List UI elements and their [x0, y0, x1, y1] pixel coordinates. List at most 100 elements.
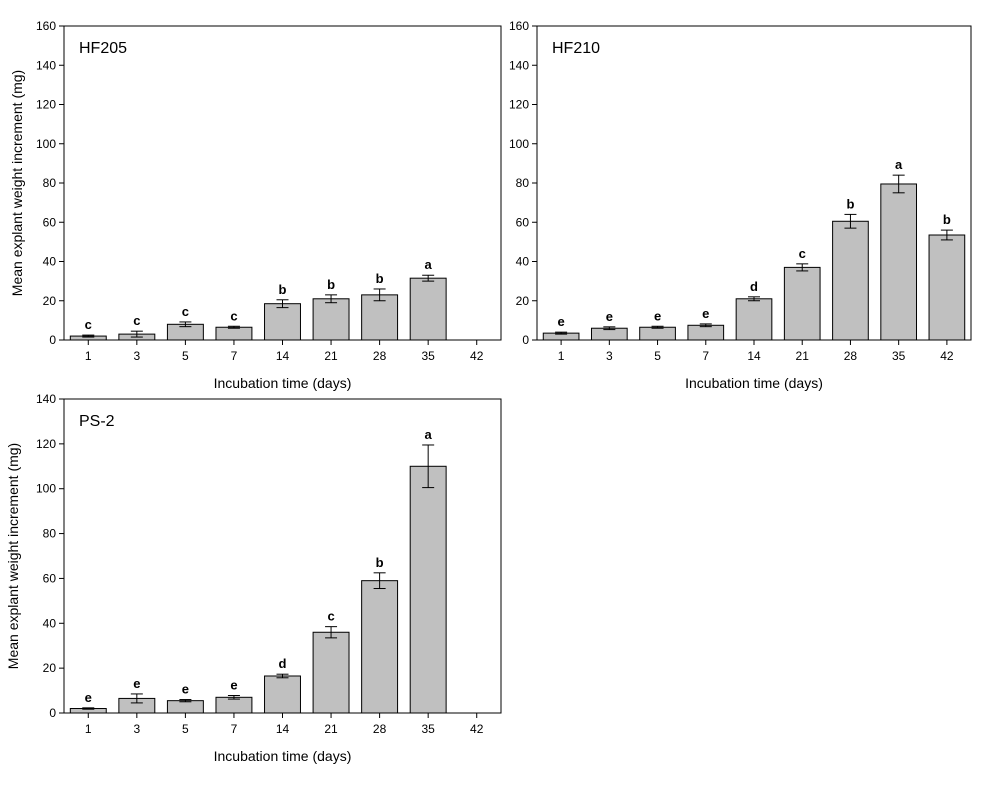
- significance-letter: e: [133, 676, 140, 691]
- panel-label: PS-2: [79, 413, 115, 430]
- significance-letter: e: [557, 314, 564, 329]
- significance-letter: e: [182, 682, 189, 697]
- significance-letter: b: [943, 212, 951, 227]
- significance-letter: b: [327, 277, 335, 292]
- x-tick-label: 42: [470, 349, 484, 363]
- x-tick-label: 3: [133, 349, 140, 363]
- y-tick-label: 60: [43, 571, 57, 585]
- y-tick-label: 80: [43, 527, 57, 541]
- y-tick-label: 120: [36, 437, 56, 451]
- y-tick-label: 100: [36, 137, 56, 151]
- x-tick-label: 14: [276, 722, 290, 736]
- bar: [166, 700, 204, 714]
- y-tick-label: 140: [509, 58, 529, 72]
- x-tick-label: 42: [470, 722, 484, 736]
- y-tick-label: 40: [43, 255, 57, 269]
- bar: [783, 266, 821, 341]
- bar: [215, 326, 253, 341]
- significance-letter: e: [654, 308, 661, 323]
- significance-letter: e: [230, 678, 237, 693]
- y-tick-label: 120: [509, 98, 529, 112]
- x-tick-label: 7: [702, 349, 709, 363]
- y-tick-label: 40: [43, 616, 57, 630]
- x-tick-label: 5: [182, 722, 189, 736]
- bar: [880, 183, 918, 341]
- x-tick-label: 35: [421, 349, 435, 363]
- bar: [312, 631, 350, 714]
- x-tick-label: 3: [133, 722, 140, 736]
- y-axis-title: Mean explant weight increment (mg): [5, 443, 21, 669]
- significance-letter: c: [182, 304, 189, 319]
- significance-letter: e: [85, 690, 92, 705]
- x-tick-label: 42: [940, 349, 954, 363]
- x-axis-title: Incubation time (days): [685, 375, 823, 391]
- x-tick-label: 28: [373, 349, 387, 363]
- y-tick-label: 120: [36, 98, 56, 112]
- x-tick-label: 14: [276, 349, 290, 363]
- y-tick-label: 160: [509, 19, 529, 33]
- bar: [264, 303, 301, 341]
- x-tick-label: 1: [558, 349, 565, 363]
- bar: [312, 298, 350, 341]
- significance-letter: c: [85, 317, 92, 332]
- x-tick-label: 28: [373, 722, 387, 736]
- bar: [639, 326, 676, 341]
- significance-letter: a: [425, 427, 433, 442]
- bar: [687, 324, 725, 341]
- significance-letter: d: [279, 656, 287, 671]
- y-tick-label: 80: [43, 176, 57, 190]
- y-tick-label: 20: [43, 294, 57, 308]
- x-tick-label: 35: [421, 722, 435, 736]
- y-tick-label: 20: [516, 294, 530, 308]
- x-tick-label: 35: [892, 349, 906, 363]
- y-tick-label: 160: [36, 19, 56, 33]
- x-tick-label: 14: [747, 349, 761, 363]
- x-tick-label: 21: [324, 722, 338, 736]
- bar: [264, 675, 301, 714]
- y-tick-label: 140: [36, 392, 56, 406]
- bar: [832, 220, 869, 341]
- significance-letter: e: [702, 306, 709, 321]
- x-axis-title: Incubation time (days): [214, 375, 352, 391]
- bar: [735, 298, 773, 341]
- y-axis-title: Mean explant weight increment (mg): [9, 70, 25, 296]
- y-tick-label: 60: [516, 215, 530, 229]
- significance-letter: c: [230, 308, 237, 323]
- bar: [409, 465, 447, 714]
- significance-letter: a: [425, 257, 433, 272]
- x-tick-label: 5: [654, 349, 661, 363]
- y-tick-label: 100: [509, 137, 529, 151]
- significance-letter: b: [279, 282, 287, 297]
- x-tick-label: 1: [85, 349, 92, 363]
- significance-letter: b: [846, 196, 854, 211]
- bar: [361, 580, 399, 714]
- significance-letter: e: [606, 309, 613, 324]
- significance-letter: c: [799, 246, 806, 261]
- significance-letter: c: [133, 313, 140, 328]
- y-tick-label: 100: [36, 482, 56, 496]
- bar: [215, 696, 253, 714]
- x-tick-label: 28: [844, 349, 858, 363]
- bar: [361, 294, 399, 341]
- panel-label: HF210: [552, 40, 600, 57]
- x-tick-label: 5: [182, 349, 189, 363]
- chart-panel-1: 0 20 40 60 80 100 120 140 160 1 c 3 c 5 c 7 c 14 b 21 b 28 b 35…: [9, 19, 502, 391]
- significance-letter: b: [376, 555, 384, 570]
- x-tick-label: 3: [606, 349, 613, 363]
- chart-panel-2: 0 20 40 60 80 100 120 140 160 1 e 3 e 5 e 7 e 14 d 21 c 28 b 35…: [509, 19, 972, 391]
- significance-letter: d: [750, 279, 758, 294]
- panel-label: HF205: [79, 40, 127, 57]
- bar: [928, 234, 966, 341]
- y-tick-label: 0: [49, 333, 56, 347]
- y-tick-label: 140: [36, 58, 56, 72]
- chart-panel-3: 0 20 40 60 80 100 120 140 1 e 3 e 5 e 7 e 14 d 21 c 28 b 35 a 42…: [5, 392, 502, 764]
- y-tick-label: 40: [516, 255, 530, 269]
- y-tick-label: 80: [516, 176, 530, 190]
- y-tick-label: 0: [49, 706, 56, 720]
- x-tick-label: 7: [231, 349, 238, 363]
- y-tick-label: 20: [43, 661, 57, 675]
- x-tick-label: 1: [85, 722, 92, 736]
- x-tick-label: 7: [231, 722, 238, 736]
